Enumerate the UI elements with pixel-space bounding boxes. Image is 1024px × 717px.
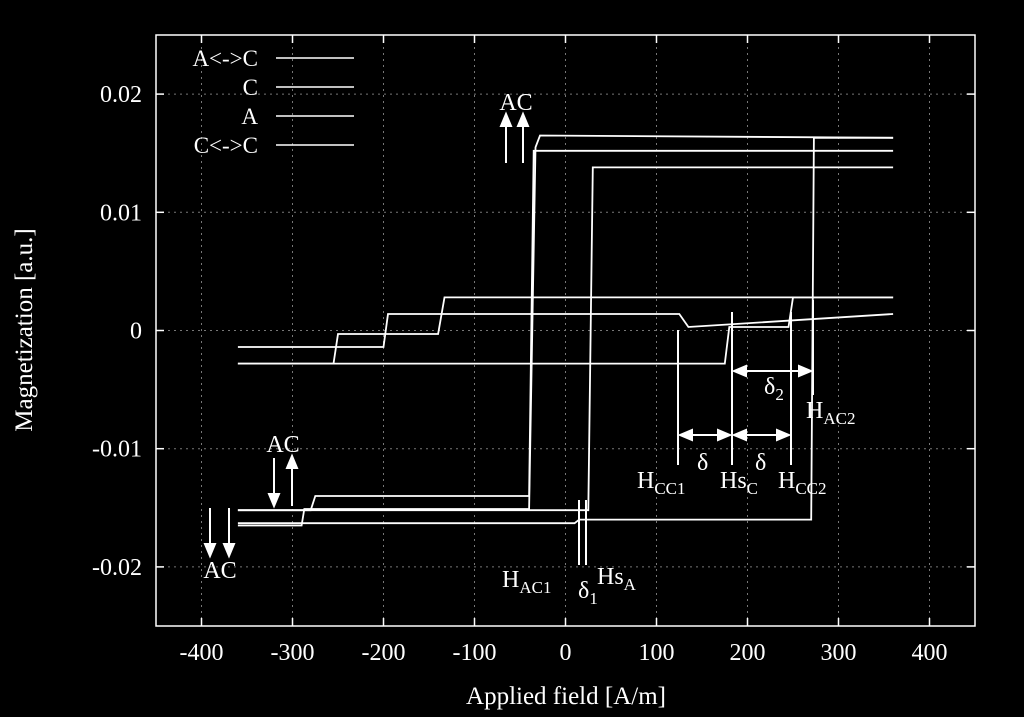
arrowhead-left — [731, 364, 747, 378]
series-group — [237, 134, 894, 527]
legend-label: C<->C — [194, 133, 258, 158]
x-tick-label: 300 — [821, 640, 857, 666]
h-ac1-label: HAC1 — [502, 567, 551, 597]
delta1-label: δ1 — [578, 578, 598, 608]
down-arrowhead — [222, 543, 236, 559]
up-arrowhead — [499, 111, 513, 127]
y-tick-label: 0.02 — [100, 82, 142, 108]
down-arrowhead — [203, 543, 217, 559]
x-tick-label: 0 — [560, 640, 572, 666]
ac-label-mid: AC — [266, 432, 299, 458]
legend: A<->C CA C<->C — [192, 46, 354, 158]
ac-label-bottom: AC — [203, 558, 236, 584]
y-tick-label: -0.01 — [92, 437, 142, 463]
h-cc1-label: HCC1 — [637, 468, 686, 498]
series-line-7 — [237, 166, 894, 512]
series-line-5 — [237, 136, 894, 525]
arrowhead-left — [677, 428, 693, 442]
x-tick-label: -400 — [180, 640, 224, 666]
ac-label-top: AC — [499, 90, 532, 116]
legend-label: A<->C — [192, 46, 258, 71]
x-tick-label: 200 — [730, 640, 766, 666]
down-arrowhead — [267, 493, 281, 509]
up-arrowhead — [516, 111, 530, 127]
arrowhead-right — [776, 428, 792, 442]
grid — [156, 35, 975, 626]
x-tick-label: -200 — [362, 640, 406, 666]
y-axis-label: Magnetization [a.u.] — [11, 228, 38, 431]
x-tick-label: 100 — [639, 640, 675, 666]
delta-label-b: δ — [755, 450, 766, 476]
hs-a-label: HsA — [597, 564, 637, 594]
h-ac2-label: HAC2 — [806, 398, 855, 428]
legend-label: C — [243, 75, 258, 100]
up-arrowhead — [285, 453, 299, 469]
x-tick-label: -300 — [271, 640, 315, 666]
x-tick-label: -100 — [453, 640, 497, 666]
legend-label: A — [241, 104, 258, 129]
delta-label-a: δ — [697, 450, 708, 476]
delta2-label: δ2 — [764, 374, 784, 404]
y-tick-label: 0 — [130, 319, 142, 345]
plot-frame — [155, 34, 976, 627]
series-line-6 — [237, 296, 894, 365]
arrowhead-right — [717, 428, 733, 442]
y-tick-label: 0.01 — [100, 200, 142, 226]
series-line-4 — [237, 313, 894, 348]
series-line-1 — [237, 134, 894, 527]
x-axis-label: Applied field [A/m] — [466, 683, 666, 710]
hs-c-label: HsC — [720, 468, 758, 498]
x-tick-label: 400 — [912, 640, 948, 666]
annotations — [203, 111, 814, 565]
arrowhead-right — [798, 364, 814, 378]
tick-labels: -400 -300 -200 -100 0 100 200 300 400 -0.02 -0.01 0… — [92, 82, 948, 666]
h-cc2-label: HCC2 — [778, 468, 827, 498]
y-tick-label: -0.02 — [92, 555, 142, 581]
arrowhead-left — [731, 428, 747, 442]
